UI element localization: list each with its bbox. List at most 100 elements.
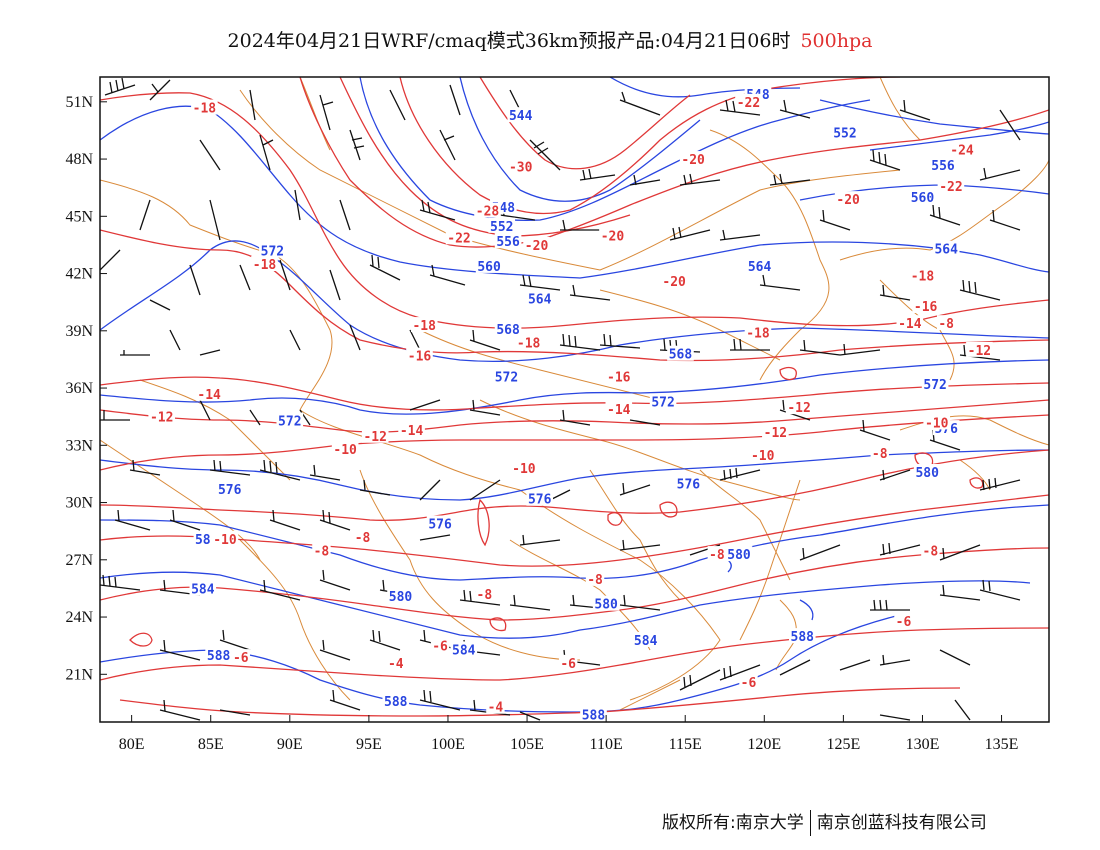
temperature-contour-label: -14	[197, 388, 221, 403]
temperature-contour-label: -22	[447, 231, 470, 246]
temperature-contour-label-bg	[744, 324, 772, 340]
temperature-contour-label: -18	[253, 258, 277, 273]
temperature-contour-label: -12	[150, 411, 173, 426]
height-contour-label-bg	[649, 393, 677, 409]
temperature-contour-label-bg	[912, 297, 939, 313]
temperature-contour-label-bg	[398, 422, 425, 438]
temperature-contour-label: -10	[512, 462, 536, 477]
temperature-contour-label: -14	[400, 424, 424, 439]
temperature-contour-label-bg	[785, 399, 813, 415]
temperature-contour-label-bg	[921, 542, 940, 558]
height-contour-label: 564	[934, 243, 958, 258]
y-tick-label: 48N	[65, 151, 93, 168]
temperature-contour-label-bg	[231, 649, 250, 665]
height-contour-label: 576	[677, 477, 701, 492]
temperature-contour-label: -28	[476, 205, 500, 220]
footer: 版权所有:南京大学 南京创蓝科技有限公司	[662, 808, 987, 836]
temperature-contour-label-bg	[510, 460, 538, 476]
temperature-contour-label: -6	[741, 676, 757, 691]
height-contour-label-bg	[592, 595, 620, 611]
temperature-contour-label-bg	[191, 99, 218, 115]
temperature-contour-label: -8	[923, 544, 939, 559]
x-tick-label: 100E	[431, 736, 465, 753]
temperature-contour-label: -22	[939, 180, 962, 195]
temperature-contour-label-bg	[507, 158, 535, 174]
temperature-contour-label-bg	[361, 427, 389, 443]
height-contour-label: 588	[791, 630, 815, 645]
copyright-text: 版权所有:南京大学	[662, 813, 804, 833]
height-contour-label: 560	[911, 191, 935, 206]
height-contour-label: 572	[278, 414, 301, 429]
height-contour-label: 580	[594, 598, 618, 613]
temperature-contour-label: -6	[560, 657, 576, 672]
temperature-contour-label: -14	[898, 317, 922, 332]
height-contour-label: 588	[582, 708, 606, 723]
height-contour-label: 564	[748, 260, 772, 275]
temperature-contour-label-bg	[749, 446, 777, 462]
height-contour-label-bg	[913, 464, 941, 480]
x-tick-label: 135E	[985, 736, 1019, 753]
temperature-contour-label: -20	[601, 229, 625, 244]
height-contour-label-bg	[788, 628, 816, 644]
height-contour-label-bg	[675, 475, 702, 491]
temperature-contour-label-bg	[599, 227, 626, 243]
temperature-contour-label-bg	[834, 191, 862, 207]
y-tick-label: 45N	[65, 208, 93, 225]
temperature-contour-label: -30	[509, 161, 533, 176]
y-tick-label: 42N	[65, 266, 93, 283]
latitude-axis: 51N 48N 45N 42N 39N 36N 33N 30N 27N 24N 21N	[65, 94, 107, 683]
height-contour-label-bg	[632, 631, 659, 647]
temperature-contour-label: -18	[412, 319, 436, 334]
height-contour-label: 58	[195, 533, 211, 548]
height-contour-label: 580	[915, 466, 939, 481]
y-tick-label: 24N	[65, 609, 93, 626]
temperature-contour-label-bg	[251, 256, 278, 272]
height-contour-label-bg	[382, 693, 410, 709]
temperature-contour-label-bg	[735, 93, 762, 109]
temperature-contour-label-bg	[896, 315, 924, 331]
footer-separator	[809, 810, 811, 836]
temperature-contour-label-bg	[894, 612, 913, 628]
temperature-contour-label-bg	[353, 528, 372, 544]
x-tick-label: 130E	[906, 736, 940, 753]
height-contour-label: 556	[931, 159, 955, 174]
height-contour-label: 576	[428, 518, 452, 533]
temperature-contour-label: -4	[488, 701, 504, 716]
height-contour-label: 564	[528, 292, 552, 307]
map-frame	[99, 76, 1050, 723]
temperature-contour-label: -10	[333, 443, 357, 458]
x-tick-label: 125E	[826, 736, 860, 753]
x-tick-label: 80E	[119, 736, 145, 753]
temperature-contour-label: -8	[709, 548, 725, 563]
temperature-contour-label: -18	[517, 336, 541, 351]
temperature-contour-label-bg	[762, 423, 789, 439]
temperature-contour-label-bg	[739, 673, 758, 689]
longitude-axis: 80E 85E 90E 95E 100E 105E 110E 115E 120E 125E 130E…	[119, 715, 1019, 753]
temperature-contour-label: -14	[607, 403, 631, 418]
temperature-contour-label: -8	[587, 573, 603, 588]
height-contour-label-bg	[276, 412, 304, 428]
height-contour-label-bg	[494, 233, 522, 249]
temperature-contour-label-bg	[936, 315, 956, 331]
x-tick-label: 105E	[510, 736, 544, 753]
x-tick-label: 115E	[669, 736, 702, 753]
temperature-contour-label: -12	[787, 401, 810, 416]
height-contour-label-bg	[921, 376, 949, 392]
temperature-contour-label-bg	[515, 334, 542, 350]
height-contour-label: 572	[651, 395, 674, 410]
temperature-contour-label: -18	[193, 102, 217, 117]
height-label-layer: 5445485525565605485525565605645645645685…	[189, 86, 960, 723]
height-contour-label-bg	[526, 490, 554, 506]
height-contour-label-bg	[189, 580, 217, 596]
temperature-contour-label-bg	[585, 570, 605, 586]
x-tick-label: 85E	[198, 736, 224, 753]
height-contour-label-bg	[494, 320, 522, 336]
temperature-contour-label-bg	[410, 317, 438, 333]
x-tick-label: 110E	[590, 736, 623, 753]
temperature-contour-label-bg	[148, 408, 175, 424]
height-contour-label: 572	[495, 371, 518, 386]
temperature-contour-label-bg	[707, 546, 727, 562]
temperature-contour-label-bg	[966, 341, 993, 357]
temperature-contour-label-bg	[605, 401, 633, 417]
temperature-contour-label: -6	[896, 615, 912, 630]
